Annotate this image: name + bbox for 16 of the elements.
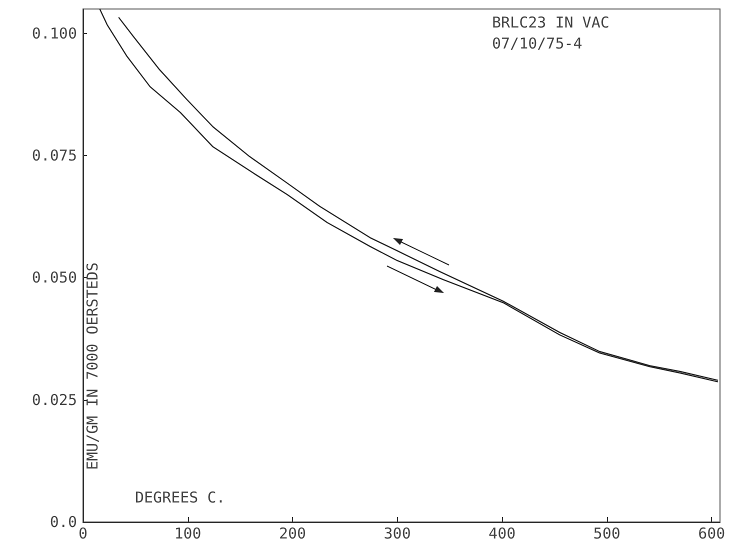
x-tick-label: 400 — [488, 524, 516, 542]
y-tick-label: 0.075 — [32, 146, 77, 165]
x-axis-title: DEGREES C. — [135, 488, 226, 506]
x-tick-label: 500 — [593, 524, 620, 542]
text: 07/10/75-4 — [492, 34, 582, 52]
y-tick-label: 0.050 — [32, 268, 77, 287]
x-tick-label: 0 — [78, 524, 88, 542]
y-axis-title: EMU/GM IN 7000 OERSTEDS — [84, 262, 102, 470]
x-tick-label: 300 — [384, 524, 411, 542]
x-tick-label: 600 — [698, 524, 726, 542]
x-tick-label: 100 — [174, 524, 202, 542]
y-tick-label: 0.025 — [32, 390, 77, 409]
y-tick-label: 0.0 — [50, 513, 77, 531]
chart-title: BRLC23 IN VAC — [492, 14, 610, 32]
x-tick-label: 200 — [278, 524, 306, 542]
y-tick-label: 0.100 — [32, 24, 77, 42]
